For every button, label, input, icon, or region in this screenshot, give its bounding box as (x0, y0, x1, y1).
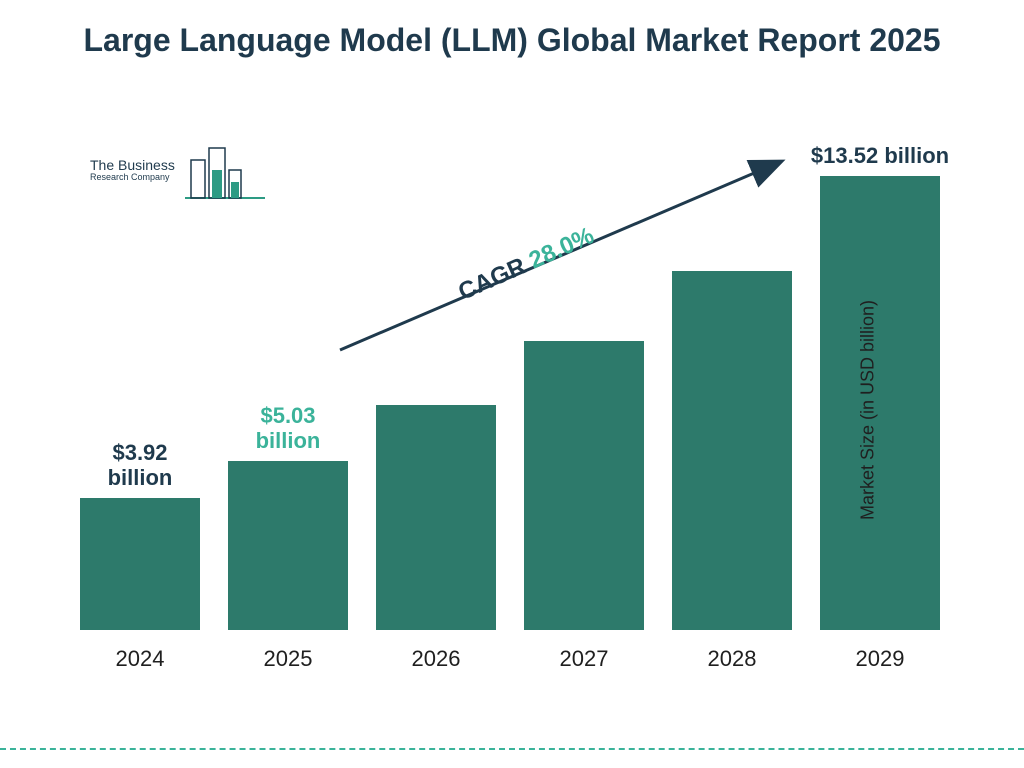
x-label: 2028 (672, 646, 792, 672)
bar-value-label: $5.03 billion (228, 403, 348, 454)
bar-rect (672, 271, 792, 630)
x-axis-labels: 2024 2025 2026 2027 2028 2029 (80, 646, 940, 672)
x-label: 2027 (524, 646, 644, 672)
bars-container: $3.92 billion $5.03 billion $13.52 billi… (80, 160, 940, 630)
bar-value-label: $3.92 billion (80, 440, 200, 491)
bar-rect (228, 461, 348, 630)
bar-2025: $5.03 billion (228, 461, 348, 630)
bar-rect (524, 341, 644, 630)
x-label: 2026 (376, 646, 496, 672)
chart-title: Large Language Model (LLM) Global Market… (0, 0, 1024, 70)
bar-2028 (672, 271, 792, 630)
chart-area: The Business Research Company CAGR 28.0% (80, 130, 940, 690)
x-label: 2024 (80, 646, 200, 672)
x-label: 2025 (228, 646, 348, 672)
bar-2024: $3.92 billion (80, 498, 200, 630)
y-axis-label: Market Size (in USD billion) (857, 300, 878, 520)
bar-value-label: $13.52 billion (811, 143, 949, 168)
bar-rect (80, 498, 200, 630)
bar-2029: $13.52 billion (820, 176, 940, 630)
bar-rect (820, 176, 940, 630)
bar-2027 (524, 341, 644, 630)
bar-2026 (376, 405, 496, 630)
x-label: 2029 (820, 646, 940, 672)
bottom-divider (0, 748, 1024, 750)
bar-rect (376, 405, 496, 630)
